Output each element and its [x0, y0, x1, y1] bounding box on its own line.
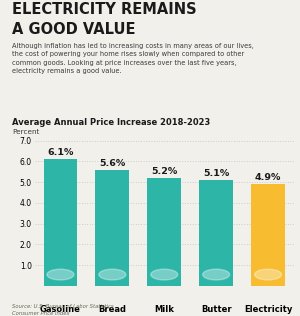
- Text: Although inflation has led to increasing costs in many areas of our lives,
the c: Although inflation has led to increasing…: [12, 43, 254, 74]
- Bar: [147, 178, 181, 286]
- Text: Average Annual Price Increase 2018-2023: Average Annual Price Increase 2018-2023: [12, 118, 210, 127]
- Text: A GOOD VALUE: A GOOD VALUE: [12, 22, 136, 37]
- Text: Percent: Percent: [12, 129, 39, 135]
- Circle shape: [47, 269, 74, 280]
- Circle shape: [255, 269, 281, 280]
- Bar: [251, 184, 285, 286]
- Bar: [199, 180, 233, 286]
- Text: 5.1%: 5.1%: [203, 169, 229, 178]
- Text: 6.1%: 6.1%: [47, 148, 74, 157]
- Text: Source: U.S. Bureau of Labor Statistics
Consumer Price Index: Source: U.S. Bureau of Labor Statistics …: [12, 304, 114, 316]
- Circle shape: [203, 269, 230, 280]
- Circle shape: [151, 269, 178, 280]
- Text: 5.2%: 5.2%: [151, 167, 177, 176]
- Bar: [95, 170, 129, 286]
- Circle shape: [99, 269, 126, 280]
- Text: ELECTRICITY REMAINS: ELECTRICITY REMAINS: [12, 2, 196, 16]
- Bar: [44, 159, 77, 286]
- Text: 5.6%: 5.6%: [99, 159, 125, 167]
- Text: 4.9%: 4.9%: [255, 173, 281, 182]
